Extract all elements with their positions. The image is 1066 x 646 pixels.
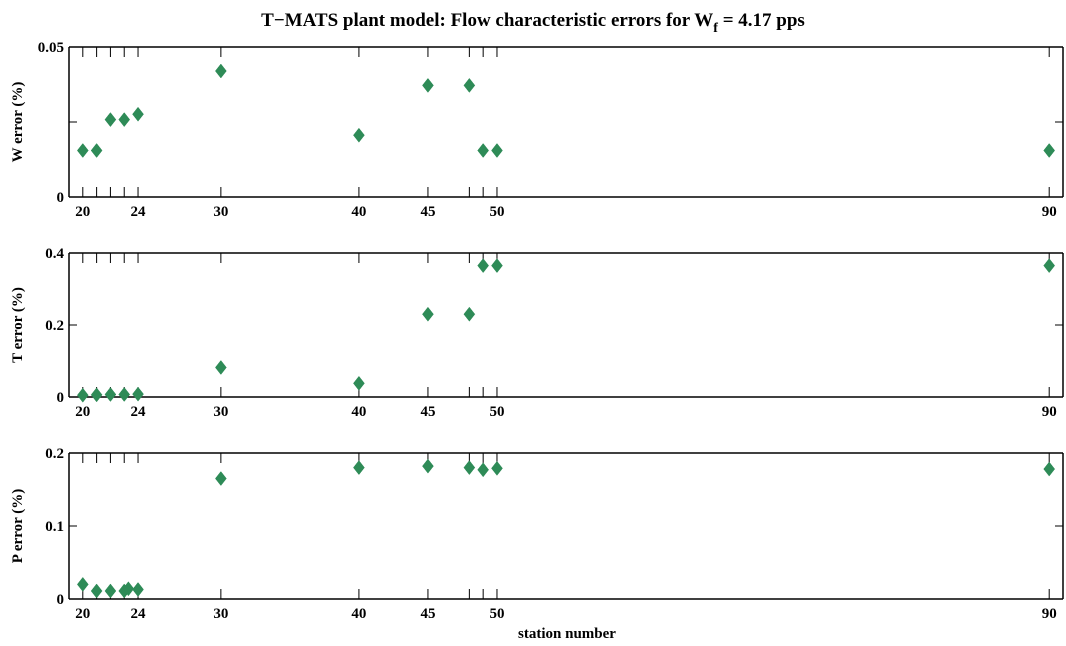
x-tick-label: 20	[75, 606, 90, 622]
data-point	[132, 386, 144, 402]
data-point	[353, 460, 365, 476]
data-point	[104, 112, 117, 128]
x-tick-label: 20	[75, 404, 90, 420]
x-tick-label: 40	[351, 404, 366, 420]
data-point	[353, 127, 365, 143]
data-point	[104, 387, 117, 402]
data-point	[215, 471, 227, 486]
x-tick-label: 90	[1042, 204, 1057, 220]
data-point	[118, 387, 131, 402]
subplots: 20 24 30 40 45 50 90 0 0.05 W error (%) 20 24 30 40 45…	[10, 40, 1064, 622]
data-point	[477, 258, 489, 274]
subplot-1: 20 24 30 40 45 50 90 0 0.05 W error (%)	[10, 40, 1064, 220]
subplot-2: 20 24 30 40 45 50 90 0 0.2 0.4 T error (%)	[10, 246, 1064, 420]
data-point	[353, 375, 365, 391]
x-tick-label: 50	[489, 606, 504, 622]
data-point	[76, 143, 89, 158]
x-tick-label: 20	[75, 204, 90, 220]
chart-title-subscript: f	[713, 21, 718, 36]
chart-title: T−MATS plant model: Flow characteristic …	[261, 10, 805, 36]
data-point	[491, 143, 503, 158]
y-tick-label: 0	[57, 190, 65, 206]
y-tick-label: 0.1	[45, 519, 64, 535]
y-tick-label: 0	[57, 592, 65, 608]
x-tick-label: 24	[131, 404, 147, 420]
x-axis-label: station number	[518, 626, 616, 642]
x-tick-label: 24	[131, 606, 147, 622]
y-tick-label: 0.2	[45, 318, 64, 334]
x-tick-label: 45	[420, 404, 435, 420]
y-tick-label: 0.2	[45, 446, 64, 462]
chart-title-main: T−MATS plant model: Flow characteristic …	[261, 10, 713, 31]
data-point	[463, 77, 476, 93]
x-tick-label: 90	[1042, 606, 1057, 622]
x-tick-label: 45	[420, 204, 435, 220]
data-point	[491, 258, 503, 274]
x-tick-label: 30	[213, 606, 228, 622]
y-axis-label: W error (%)	[10, 82, 26, 163]
data-point	[422, 306, 434, 322]
y-axis-label: T error (%)	[10, 287, 26, 363]
data-point	[90, 143, 103, 158]
x-tick-label: 40	[351, 204, 366, 220]
data-point	[1043, 143, 1056, 158]
x-tick-label: 30	[213, 404, 228, 420]
data-point	[422, 77, 434, 93]
x-tick-label: 40	[351, 606, 366, 622]
data-point	[1043, 461, 1056, 477]
data-point	[76, 576, 89, 592]
x-tick-label: 45	[420, 606, 435, 622]
subplot-3: 20 24 30 40 45 50 90 0 0.1 0.2 P error (%)	[10, 446, 1064, 622]
data-point	[477, 462, 489, 478]
data-point	[122, 581, 135, 597]
data-point	[90, 583, 103, 599]
data-point	[118, 112, 131, 128]
data-point	[463, 306, 476, 322]
data-point	[477, 143, 489, 158]
x-tick-label: 30	[213, 204, 228, 220]
data-point	[104, 583, 117, 599]
data-point	[90, 387, 103, 403]
y-tick-label: 0.4	[45, 246, 64, 262]
data-point	[463, 460, 476, 476]
x-tick-label: 90	[1042, 404, 1057, 420]
x-tick-label: 50	[489, 404, 504, 420]
x-tick-label: 50	[489, 204, 504, 220]
data-point	[132, 582, 144, 597]
data-point	[422, 458, 434, 474]
chart-title-rest: = 4.17 pps	[718, 10, 805, 31]
data-point	[491, 460, 503, 476]
y-axis-label: P error (%)	[10, 489, 26, 563]
data-point	[76, 387, 89, 403]
y-tick-label: 0.05	[38, 40, 64, 56]
x-tick-label: 24	[131, 204, 147, 220]
data-point	[215, 360, 227, 375]
data-point	[215, 63, 227, 79]
y-tick-label: 0	[57, 390, 65, 406]
data-point	[132, 106, 144, 122]
data-point	[1043, 258, 1056, 274]
